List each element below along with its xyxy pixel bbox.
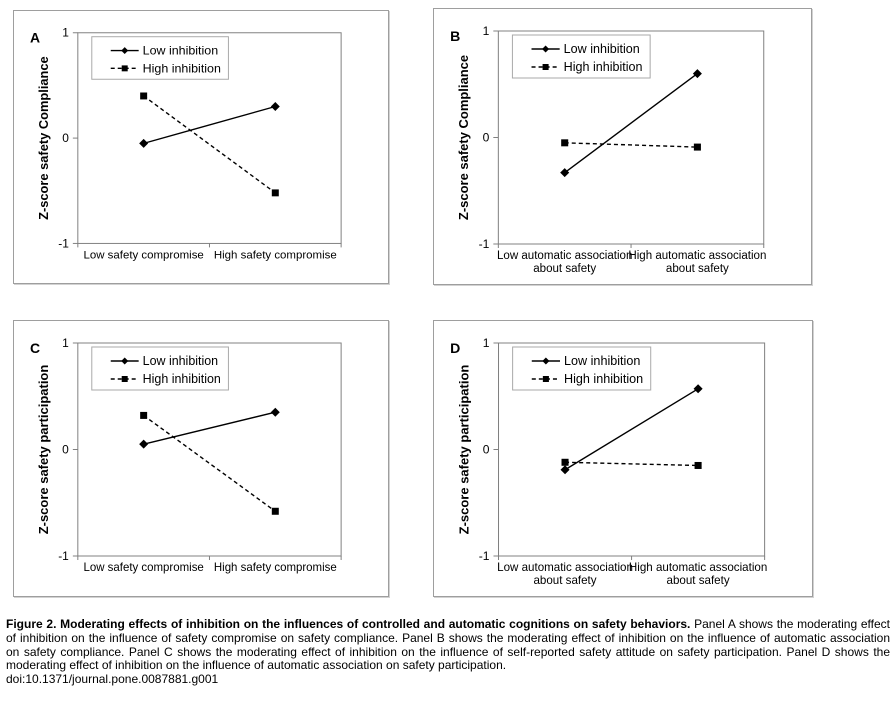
y-axis-label: Z-score safety participation	[456, 365, 471, 535]
diamond-marker-icon	[560, 465, 570, 475]
x-category-label: High safety compromise	[214, 562, 337, 574]
y-tick-label: 0	[483, 131, 490, 145]
y-tick-label: -1	[58, 236, 69, 250]
chart-panel-d: 1 0 -1 Low automatic association about safet…	[433, 320, 813, 597]
legend-square-marker-icon	[542, 376, 549, 382]
y-axis-label: Z-score safety Compliance	[456, 55, 471, 220]
legend-box	[511, 34, 651, 79]
square-marker-icon	[694, 461, 702, 469]
x-category-label: Low automatic association about safety	[497, 250, 632, 275]
square-marker-icon	[140, 411, 148, 419]
square-marker-icon	[271, 189, 279, 197]
chart-svg: 1 0 -1 Low automatic association about safet…	[450, 336, 767, 587]
x-category-label: Low safety compromise	[83, 249, 203, 261]
y-tick-label: 1	[483, 336, 490, 350]
diamond-marker-icon	[693, 384, 703, 394]
legend-label: Low inhibition	[143, 354, 219, 368]
chart-svg: 1 0 -1 Low automatic association about safet…	[450, 24, 766, 275]
y-tick-label: 1	[62, 336, 69, 350]
y-axis-label: Z-score safety participation	[36, 365, 51, 535]
square-marker-icon	[561, 458, 569, 466]
legend-box	[91, 36, 229, 80]
legend-label: High inhibition	[143, 372, 221, 386]
series-line-dashed	[143, 414, 276, 512]
chart-svg: 1 0 -1 Low safety compromise High safety com…	[30, 26, 342, 261]
y-tick-label: -1	[479, 237, 490, 251]
legend-diamond-marker-icon	[542, 45, 550, 53]
panel-letter: C	[30, 340, 40, 356]
x-category-label: Low safety compromise	[83, 562, 203, 574]
series-line-solid	[564, 73, 698, 174]
legend-box	[91, 346, 229, 391]
x-category-label: High automatic association about safety	[628, 250, 766, 275]
legend-square-marker-icon	[542, 64, 549, 70]
y-tick-label: -1	[479, 549, 490, 563]
x-category-label: High safety compromise	[214, 249, 337, 261]
series-line-dashed	[564, 142, 698, 148]
diamond-marker-icon	[139, 439, 149, 449]
legend-label: Low inhibition	[564, 42, 640, 56]
caption-title: Figure 2. Moderating effects of inhibiti…	[6, 617, 691, 631]
legend-diamond-marker-icon	[542, 357, 550, 365]
series-line-dashed	[143, 95, 276, 194]
caption-body: Panel A shows the moderating effect of i…	[6, 617, 891, 673]
chart-panel-a: 1 0 -1 Low safety compromise High safety com…	[13, 10, 389, 284]
legend-label: High inhibition	[564, 60, 643, 74]
panel-letter: A	[30, 30, 40, 46]
y-tick-label: 0	[483, 443, 490, 457]
legend-box	[512, 346, 652, 391]
legend-square-marker-icon	[121, 376, 128, 382]
diamond-marker-icon	[560, 168, 570, 178]
series-line-solid	[564, 388, 699, 471]
series-line-dashed	[565, 461, 699, 467]
y-tick-label: 1	[62, 26, 69, 40]
y-tick-label: 1	[483, 24, 490, 38]
legend-label: Low inhibition	[564, 354, 640, 368]
caption-text: Figure 2. Moderating effects of inhibiti…	[6, 617, 891, 673]
series-line-solid	[143, 411, 276, 445]
square-marker-icon	[561, 139, 569, 147]
legend-label: High inhibition	[564, 372, 643, 386]
square-marker-icon	[693, 143, 701, 151]
chart-panel-b: 1 0 -1 Low automatic association about safet…	[433, 8, 812, 285]
caption-doi: doi:10.1371/journal.pone.0087881.g001	[6, 672, 219, 687]
legend-square-marker-icon	[121, 65, 128, 72]
chart-panel-c: 1 0 -1 Low safety compromise High safety com…	[13, 320, 389, 597]
square-marker-icon	[271, 507, 279, 515]
series-line-solid	[143, 105, 276, 145]
y-axis-label: Z-score safety Compliance	[36, 56, 51, 220]
x-category-label: High automatic association about safety	[629, 562, 767, 587]
chart-svg: 1 0 -1 Low safety compromise High safety com…	[30, 336, 342, 574]
legend-label: Low inhibition	[143, 44, 219, 58]
panel-letter: B	[450, 28, 460, 44]
diamond-marker-icon	[692, 69, 702, 79]
x-category-label: Low automatic association about safety	[497, 562, 633, 587]
square-marker-icon	[140, 92, 148, 100]
legend-label: High inhibition	[143, 61, 221, 75]
figure-caption: Figure 2. Moderating effects of inhibiti…	[6, 617, 891, 687]
diamond-marker-icon	[139, 138, 149, 148]
y-tick-label: 0	[62, 131, 69, 145]
y-tick-label: -1	[58, 549, 69, 563]
panel-letter: D	[450, 340, 460, 356]
y-tick-label: 0	[62, 442, 69, 456]
